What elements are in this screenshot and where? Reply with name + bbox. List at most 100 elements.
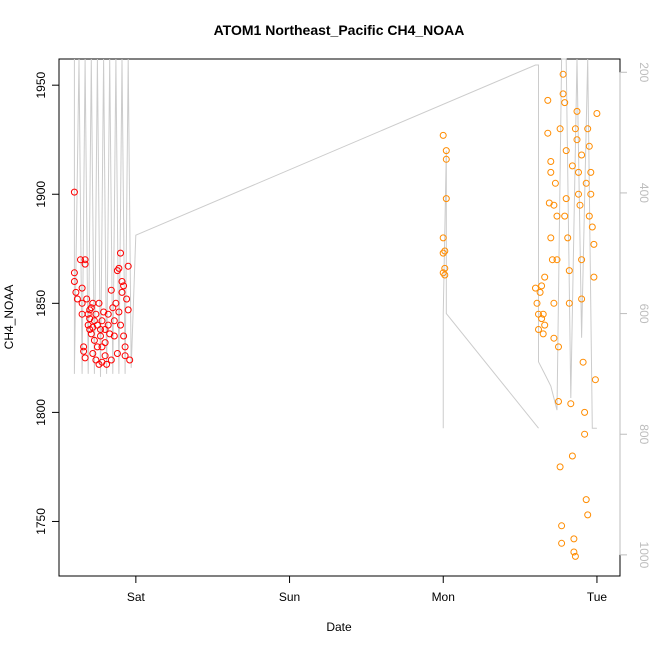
data-point	[123, 295, 131, 303]
data-point	[541, 273, 549, 281]
data-point	[112, 299, 120, 307]
data-point	[539, 330, 547, 338]
data-point	[442, 155, 450, 163]
y-axis: 1750 1800 1850 1900 1950	[34, 72, 60, 535]
data-point	[578, 295, 586, 303]
right-tick-label: 1000	[637, 542, 650, 569]
right-tick-label: 200	[637, 62, 650, 82]
data-point	[541, 321, 549, 329]
data-point	[564, 234, 572, 242]
data-point	[81, 256, 89, 264]
data-point	[556, 463, 564, 471]
data-point	[581, 430, 589, 438]
data-point	[556, 125, 564, 133]
data-point	[115, 264, 123, 272]
data-point	[538, 315, 546, 323]
x-tick-label: Mon	[432, 590, 455, 604]
data-point	[584, 511, 592, 519]
data-point	[550, 334, 558, 342]
data-point	[120, 332, 128, 340]
data-point	[588, 223, 596, 231]
data-point	[89, 350, 97, 357]
data-point	[117, 321, 124, 329]
x-axis-label: Date	[326, 620, 352, 634]
altitude-trace-line-mon	[442, 150, 539, 429]
data-point	[126, 356, 134, 364]
data-point	[565, 299, 573, 307]
right-tick-label: 400	[637, 183, 650, 203]
data-point	[120, 282, 128, 290]
data-point	[441, 247, 449, 255]
y-tick-label: 1900	[34, 181, 48, 208]
data-point	[582, 496, 590, 504]
data-point	[87, 330, 95, 338]
data-point	[593, 110, 601, 117]
data-point	[107, 356, 115, 364]
data-point	[81, 260, 89, 268]
x-tick-label: Sat	[127, 590, 146, 604]
data-point	[547, 158, 555, 165]
data-point	[570, 535, 578, 543]
data-point	[532, 284, 539, 292]
data-point	[568, 162, 576, 170]
data-point	[547, 234, 555, 242]
data-point	[77, 256, 84, 264]
data-point	[555, 343, 562, 351]
data-point	[110, 332, 118, 340]
data-point	[578, 256, 586, 264]
data-point	[535, 326, 542, 333]
data-point	[559, 70, 567, 78]
data-point	[581, 408, 589, 416]
data-point	[70, 269, 78, 277]
data-point	[101, 352, 109, 360]
data-point	[547, 168, 555, 176]
data-point	[590, 240, 598, 248]
data-point	[73, 295, 81, 303]
data-point	[84, 310, 92, 318]
data-point	[582, 179, 590, 187]
data-point	[441, 264, 449, 272]
data-point	[104, 310, 112, 318]
data-point	[553, 212, 561, 220]
data-point	[78, 310, 86, 318]
data-point	[441, 271, 449, 279]
data-point	[70, 188, 78, 196]
data-point	[565, 267, 573, 275]
data-point	[98, 317, 106, 325]
data-point	[551, 179, 559, 187]
data-point	[121, 352, 129, 360]
y-tick-label: 1800	[34, 399, 48, 426]
right-tick-label: 800	[637, 424, 650, 444]
data-point	[538, 282, 546, 290]
data-point	[95, 299, 103, 307]
data-point	[544, 96, 552, 104]
data-point	[118, 278, 126, 285]
data-point	[579, 358, 587, 366]
plot-frame	[58, 58, 621, 577]
y-tick-label: 1850	[34, 290, 48, 317]
data-point	[118, 288, 126, 296]
data-point	[117, 249, 124, 257]
series-layer	[70, 70, 601, 560]
data-point	[92, 310, 100, 318]
data-point	[559, 90, 567, 98]
data-point	[86, 306, 94, 314]
data-point	[578, 151, 586, 159]
y-tick-label: 1950	[34, 72, 48, 99]
data-point	[570, 548, 578, 556]
data-point	[587, 168, 595, 176]
altitude-trace-line	[73, 58, 597, 429]
data-point	[567, 400, 575, 408]
data-point	[72, 288, 80, 296]
data-point	[555, 398, 562, 405]
data-point	[442, 147, 450, 155]
data-point	[124, 262, 132, 270]
data-point	[83, 295, 91, 303]
data-point	[550, 299, 558, 307]
data-point	[576, 201, 584, 209]
data-point	[585, 212, 593, 220]
data-point	[121, 343, 129, 351]
data-point	[89, 323, 97, 331]
data-point	[585, 142, 593, 150]
